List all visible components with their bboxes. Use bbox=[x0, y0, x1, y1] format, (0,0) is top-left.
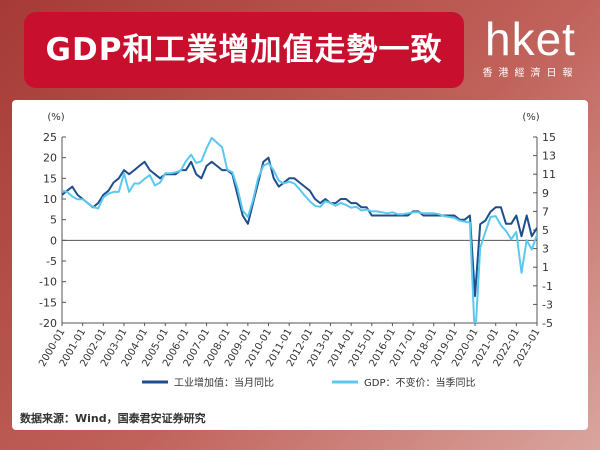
chart: (%) (%)-20-15-10-50510152025-5-3-11357911… bbox=[20, 112, 556, 425]
y-tick-label: 20 bbox=[43, 152, 57, 165]
y-tick-label: 5 bbox=[50, 214, 57, 227]
y2-tick-label: 5 bbox=[542, 224, 549, 237]
chart-card: (%) (%) -20 -15 -10 -5 0 5 10 15 20 25 -5 -3 -1 1 3 5 7 9 11… bbox=[12, 100, 588, 430]
logo-text: hket bbox=[485, 13, 576, 65]
y2-tick-label: 11 bbox=[542, 168, 556, 181]
plot-area bbox=[62, 137, 537, 323]
y-tick-label: -15 bbox=[39, 296, 57, 309]
source-note: 数据来源：Wind，国泰君安证券研究 bbox=[20, 411, 206, 425]
y2-tick-label: 15 bbox=[542, 131, 556, 144]
series-line bbox=[62, 156, 537, 298]
y2-tick-label: 1 bbox=[542, 261, 549, 274]
y2-axis-label: (%) bbox=[522, 112, 539, 123]
y-tick-label: 0 bbox=[50, 234, 57, 247]
y2-tick-label: -3 bbox=[542, 298, 553, 311]
series-line bbox=[62, 137, 537, 323]
y2-tick-label: 7 bbox=[542, 205, 549, 218]
legend-label: GDP：不变价：当季同比 bbox=[364, 376, 475, 389]
y-axis-label: (%) bbox=[47, 112, 64, 123]
y2-tick-label: 9 bbox=[542, 187, 549, 200]
y-tick-label: 25 bbox=[43, 131, 57, 144]
y-tick-label: -10 bbox=[39, 276, 57, 289]
y2-tick-label: -1 bbox=[542, 280, 553, 293]
y2-tick-label: 13 bbox=[542, 150, 556, 163]
y2-tick-label: 3 bbox=[542, 243, 549, 256]
logo: hket 香港經濟日報 bbox=[468, 14, 593, 79]
y-tick-label: 10 bbox=[43, 193, 57, 206]
y-tick-label: -20 bbox=[39, 317, 57, 330]
legend-label: 工业增加值：当月同比 bbox=[174, 376, 274, 389]
headline: GDP和工業增加值走勢一致 bbox=[24, 12, 464, 88]
y-tick-label: 15 bbox=[43, 172, 57, 185]
logo-subtitle: 香港經濟日報 bbox=[482, 68, 579, 79]
y2-tick-label: -5 bbox=[542, 317, 553, 330]
y-tick-label: -5 bbox=[46, 255, 57, 268]
